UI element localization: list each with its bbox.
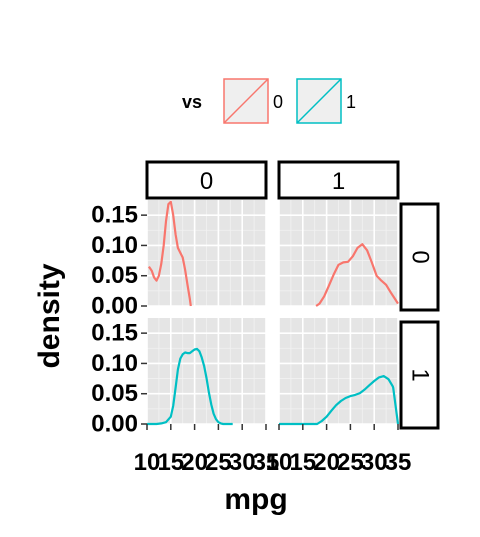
density-curve-row0-col0: [147, 200, 192, 307]
strip-row-1: 1: [399, 320, 440, 430]
x-tick-label: 15: [157, 449, 184, 476]
x-tick-label: 20: [313, 449, 340, 476]
x-tick-label: 20: [181, 449, 208, 476]
legend-label: 1: [346, 92, 356, 112]
legend-swatch-line: [296, 78, 342, 124]
legend: vs 0 1: [182, 78, 356, 124]
x-tick-label: 10: [266, 449, 293, 476]
x-tick-label: 30: [229, 449, 256, 476]
y-tick-label: 0.15: [91, 320, 138, 347]
legend-label: 0: [273, 92, 283, 112]
strip-label: 1: [407, 368, 434, 381]
y-tick-label: 0.05: [91, 380, 138, 407]
legend-key-1: 1: [296, 78, 356, 124]
y-tick-label: 0.10: [91, 350, 138, 377]
x-tick-label: 10: [134, 449, 161, 476]
legend-title: vs: [182, 92, 202, 112]
x-tick-label: 25: [205, 449, 232, 476]
strip-label: 1: [332, 168, 345, 195]
strip-label: 0: [200, 168, 213, 195]
strip-row-0: 0: [399, 202, 440, 312]
strip-col-1: 1: [277, 160, 400, 200]
x-tick-label: 15: [289, 449, 316, 476]
strip-col-0: 0: [145, 160, 268, 200]
strip-box: [399, 320, 440, 430]
y-tick-label: 0.00: [91, 411, 138, 438]
legend-swatch-line: [223, 78, 269, 124]
x-axis-title: mpg: [224, 483, 287, 516]
y-tick-label: 0.00: [91, 293, 138, 320]
density-curve-row0-col1: [315, 243, 399, 307]
panel-r1-c0: [146, 318, 267, 425]
legend-key-0: 0: [223, 78, 283, 124]
y-tick-label: 0.10: [91, 232, 138, 259]
panel-r1-c1: [278, 318, 399, 425]
strip-box: [277, 160, 400, 200]
x-tick-label: 35: [385, 449, 412, 476]
x-tick-label: 30: [361, 449, 388, 476]
strip-box: [399, 202, 440, 312]
y-tick-label: 0.05: [91, 262, 138, 289]
panel-r0-c0: [146, 200, 267, 307]
strip-label: 0: [407, 250, 434, 263]
density-curve-row1-col1: [279, 375, 400, 426]
y-axis-title: density: [33, 263, 66, 368]
x-tick-label: 35: [253, 449, 280, 476]
panel-r0-c1: [278, 200, 399, 307]
density-curve-row1-col0: [147, 347, 233, 426]
x-tick-label: 25: [337, 449, 364, 476]
strip-box: [145, 160, 268, 200]
y-tick-label: 0.15: [91, 202, 138, 229]
